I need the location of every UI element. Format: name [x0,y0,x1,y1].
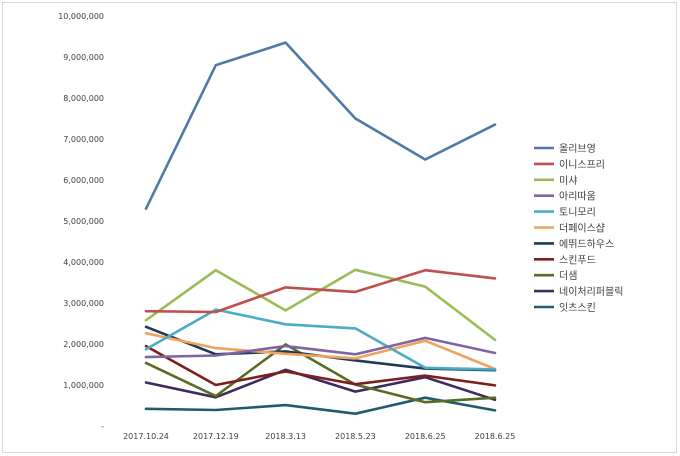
legend-label: 더샘 [559,270,577,282]
series-lines [144,41,497,416]
legend-label: 잇츠스킨 [559,302,596,314]
legend-label: 아리따움 [559,191,596,203]
y-tick-label: 2,000,000 [63,340,104,349]
y-tick-label: 10,000,000 [58,12,104,21]
y-tick-label: 9,000,000 [63,53,104,62]
y-tick-label: 3,000,000 [63,299,104,308]
legend-label: 더페이스샵 [559,223,605,235]
series-line [144,331,497,371]
series-line [144,368,497,402]
x-tick-label: 2018.3.13 [265,432,306,441]
x-tick-label: 2017.10.24 [123,432,169,441]
x-tick-label: 2018.6.25 [405,432,446,441]
y-tick-label: 8,000,000 [63,94,104,103]
series-line [144,344,497,387]
x-tick-label: 2018.5.23 [335,432,376,441]
legend-label: 에뛰드하우스 [559,237,614,250]
legend-label: 이니스프리 [559,159,605,171]
y-tick-label: 6,000,000 [63,176,104,185]
x-tick-label: 2017.12.19 [193,432,239,441]
series-line [144,336,497,359]
legend-label: 올리브영 [559,143,596,155]
x-axis: 2017.10.24 2017.12.19 2018.3.13 2018.5.23 20… [123,432,515,441]
y-axis: - 1,000,000 2,000,000 3,000,000 4,000,000 5,0… [58,12,104,431]
series-line [144,41,497,210]
series-line [144,308,497,371]
x-tick-label: 2018.6.25 [475,432,516,441]
y-tick-label: - [101,422,104,431]
legend: 올리브영이니스프리미샤아리따움토니모리더페이스샵에뛰드하우스스킨푸드더샘네이처리… [534,143,623,314]
legend-label: 토니모리 [559,207,596,219]
legend-label: 스킨푸드 [559,254,596,266]
y-tick-label: 1,000,000 [63,381,104,390]
series-line [144,268,497,314]
legend-label: 네이처리퍼블릭 [559,286,623,298]
y-tick-label: 4,000,000 [63,258,104,267]
series-line [144,396,497,416]
series-line [144,343,497,404]
legend-label: 미샤 [559,175,577,187]
y-tick-label: 5,000,000 [63,217,104,226]
series-line [144,268,497,342]
y-tick-label: 7,000,000 [63,135,104,144]
